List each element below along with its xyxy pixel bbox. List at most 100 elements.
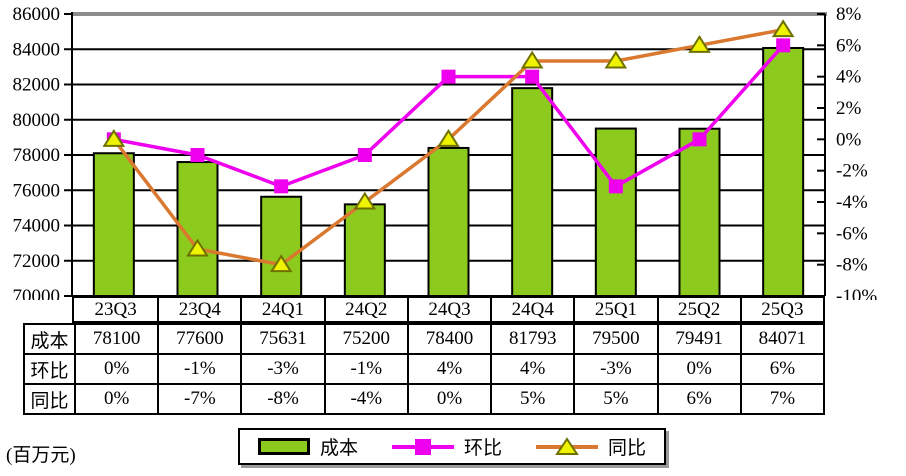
category-cell: 24Q3 bbox=[406, 298, 490, 321]
table-cell: 5% bbox=[573, 383, 659, 415]
tongbi-marker bbox=[688, 34, 711, 53]
tongbi-marker bbox=[353, 191, 377, 210]
cost-bar bbox=[427, 146, 470, 297]
legend-label-cost: 成本 bbox=[319, 438, 358, 459]
right-axis-tick-label: -4% bbox=[836, 192, 868, 213]
left-axis-tick-label: 84000 bbox=[13, 39, 61, 60]
table-cell: 79500 bbox=[573, 323, 659, 355]
cost-bar bbox=[594, 127, 637, 297]
table-cell: 77600 bbox=[157, 323, 243, 355]
cost-bar bbox=[678, 127, 721, 297]
legend-item-huanbi: 环比 bbox=[391, 433, 502, 460]
huanbi-marker bbox=[525, 69, 540, 84]
tongbi-marker bbox=[102, 128, 126, 147]
right-axis-tick-label: -8% bbox=[836, 255, 868, 276]
huanbi-marker bbox=[357, 148, 372, 162]
table-cell: 4% bbox=[406, 353, 493, 385]
right-axis-tick-label: 0% bbox=[836, 129, 862, 150]
tongbi-marker bbox=[186, 238, 209, 257]
table-row: 环比 0% -1% -3% -1% 4% 4% -3% 0% 6% bbox=[23, 353, 826, 385]
table-cell: 78100 bbox=[73, 323, 160, 355]
table-cell: -1% bbox=[157, 353, 243, 385]
table-cell: -7% bbox=[157, 383, 243, 415]
table-row-label: 同比 bbox=[23, 383, 76, 415]
table-cell: 0% bbox=[73, 383, 160, 415]
cost-bar-swatch-icon bbox=[257, 438, 310, 455]
left-axis-tick-label: 74000 bbox=[13, 216, 61, 237]
cost-bar bbox=[92, 152, 135, 297]
category-cell: 23Q3 bbox=[94, 298, 137, 320]
table-cell: -4% bbox=[323, 383, 409, 415]
left-axis-tick-label: 78000 bbox=[13, 145, 61, 166]
table-cell: 84071 bbox=[739, 323, 826, 355]
table-cell: 79491 bbox=[656, 323, 742, 355]
table-cell: 75631 bbox=[240, 323, 326, 355]
category-cell: 24Q4 bbox=[490, 298, 573, 321]
left-axis-tick-label: 80000 bbox=[13, 110, 61, 131]
tongbi-marker bbox=[604, 50, 628, 69]
legend-item-cost: 成本 bbox=[257, 433, 358, 460]
category-cell: 23Q4 bbox=[157, 298, 240, 321]
right-axis-tick-label: 6% bbox=[836, 35, 862, 56]
table-row: 同比 0% -7% -8% -4% 0% 5% 5% 6% 7% bbox=[23, 383, 826, 415]
tongbi-marker bbox=[437, 128, 460, 147]
right-axis-tick-label: -10% bbox=[836, 286, 877, 300]
table-cell: -8% bbox=[240, 383, 326, 415]
cost-bar bbox=[343, 203, 386, 298]
chart-legend: 成本 环比 同比 bbox=[238, 428, 666, 465]
cost-bar bbox=[511, 87, 554, 297]
table-cell: -1% bbox=[323, 353, 409, 385]
right-axis-tick-label: 2% bbox=[836, 98, 862, 119]
tongbi-marker bbox=[520, 50, 544, 69]
left-axis-tick-label: 72000 bbox=[13, 251, 61, 272]
table-cell: 78400 bbox=[406, 323, 493, 355]
x-axis-category-row: 23Q3 23Q4 24Q1 24Q2 24Q3 24Q4 25Q1 25Q2 25Q3 bbox=[72, 296, 825, 323]
category-cell: 24Q2 bbox=[323, 298, 407, 321]
tongbi-marker bbox=[269, 254, 293, 273]
right-axis-tick-label: 8% bbox=[836, 4, 862, 25]
right-axis-tick-label: -6% bbox=[836, 223, 868, 244]
table-cell: 4% bbox=[490, 353, 576, 385]
legend-label-tongbi: 同比 bbox=[608, 438, 647, 459]
right-axis-tick-label: -2% bbox=[836, 161, 868, 182]
combo-chart: 86000 84000 82000 80000 78000 76000 74000 72000… bbox=[13, 4, 878, 300]
chart-data-table: 成本 78100 77600 75631 75200 78400 81793 79500 794… bbox=[23, 323, 826, 415]
table-cell: 0% bbox=[406, 383, 493, 415]
huanbi-marker bbox=[274, 179, 289, 194]
huanbi-marker bbox=[692, 132, 707, 147]
unit-label: (百万元) bbox=[6, 445, 76, 466]
table-cell: 5% bbox=[490, 383, 576, 415]
table-cell: 0% bbox=[656, 353, 742, 385]
category-cell: 25Q1 bbox=[573, 298, 656, 321]
tongbi-marker bbox=[771, 19, 795, 38]
table-cell: 6% bbox=[656, 383, 742, 415]
left-axis-tick-label: 86000 bbox=[13, 4, 61, 25]
table-row-label: 环比 bbox=[23, 353, 76, 385]
table-cell: 75200 bbox=[323, 323, 409, 355]
tongbi-line-triangle-swatch-icon bbox=[536, 436, 598, 455]
huanbi-marker bbox=[190, 148, 205, 162]
table-row: 成本 78100 77600 75631 75200 78400 81793 79500 794… bbox=[23, 323, 826, 355]
table-cell: 81793 bbox=[490, 323, 576, 355]
legend-item-tongbi: 同比 bbox=[536, 433, 646, 460]
table-cell: -3% bbox=[573, 353, 659, 385]
huanbi-line-square-swatch-icon bbox=[391, 438, 454, 455]
category-cell: 24Q1 bbox=[240, 298, 323, 321]
table-cell: 6% bbox=[739, 353, 826, 385]
right-axis-tick-label: 4% bbox=[836, 67, 862, 88]
huanbi-marker bbox=[441, 69, 456, 84]
huanbi-marker bbox=[776, 38, 791, 53]
left-axis-tick-label: 70000 bbox=[13, 286, 61, 300]
table-row-label: 成本 bbox=[23, 323, 76, 355]
table-cell: 7% bbox=[739, 383, 826, 415]
cost-bar bbox=[260, 195, 303, 298]
table-cell: -3% bbox=[240, 353, 326, 385]
category-cell: 25Q3 bbox=[739, 298, 823, 321]
category-cell: 25Q2 bbox=[656, 298, 740, 321]
left-axis-tick-label: 76000 bbox=[13, 180, 61, 201]
left-axis-tick-label: 82000 bbox=[13, 75, 61, 96]
legend-label-huanbi: 环比 bbox=[463, 438, 502, 459]
table-cell: 0% bbox=[73, 353, 160, 385]
cost-bar bbox=[762, 46, 805, 297]
